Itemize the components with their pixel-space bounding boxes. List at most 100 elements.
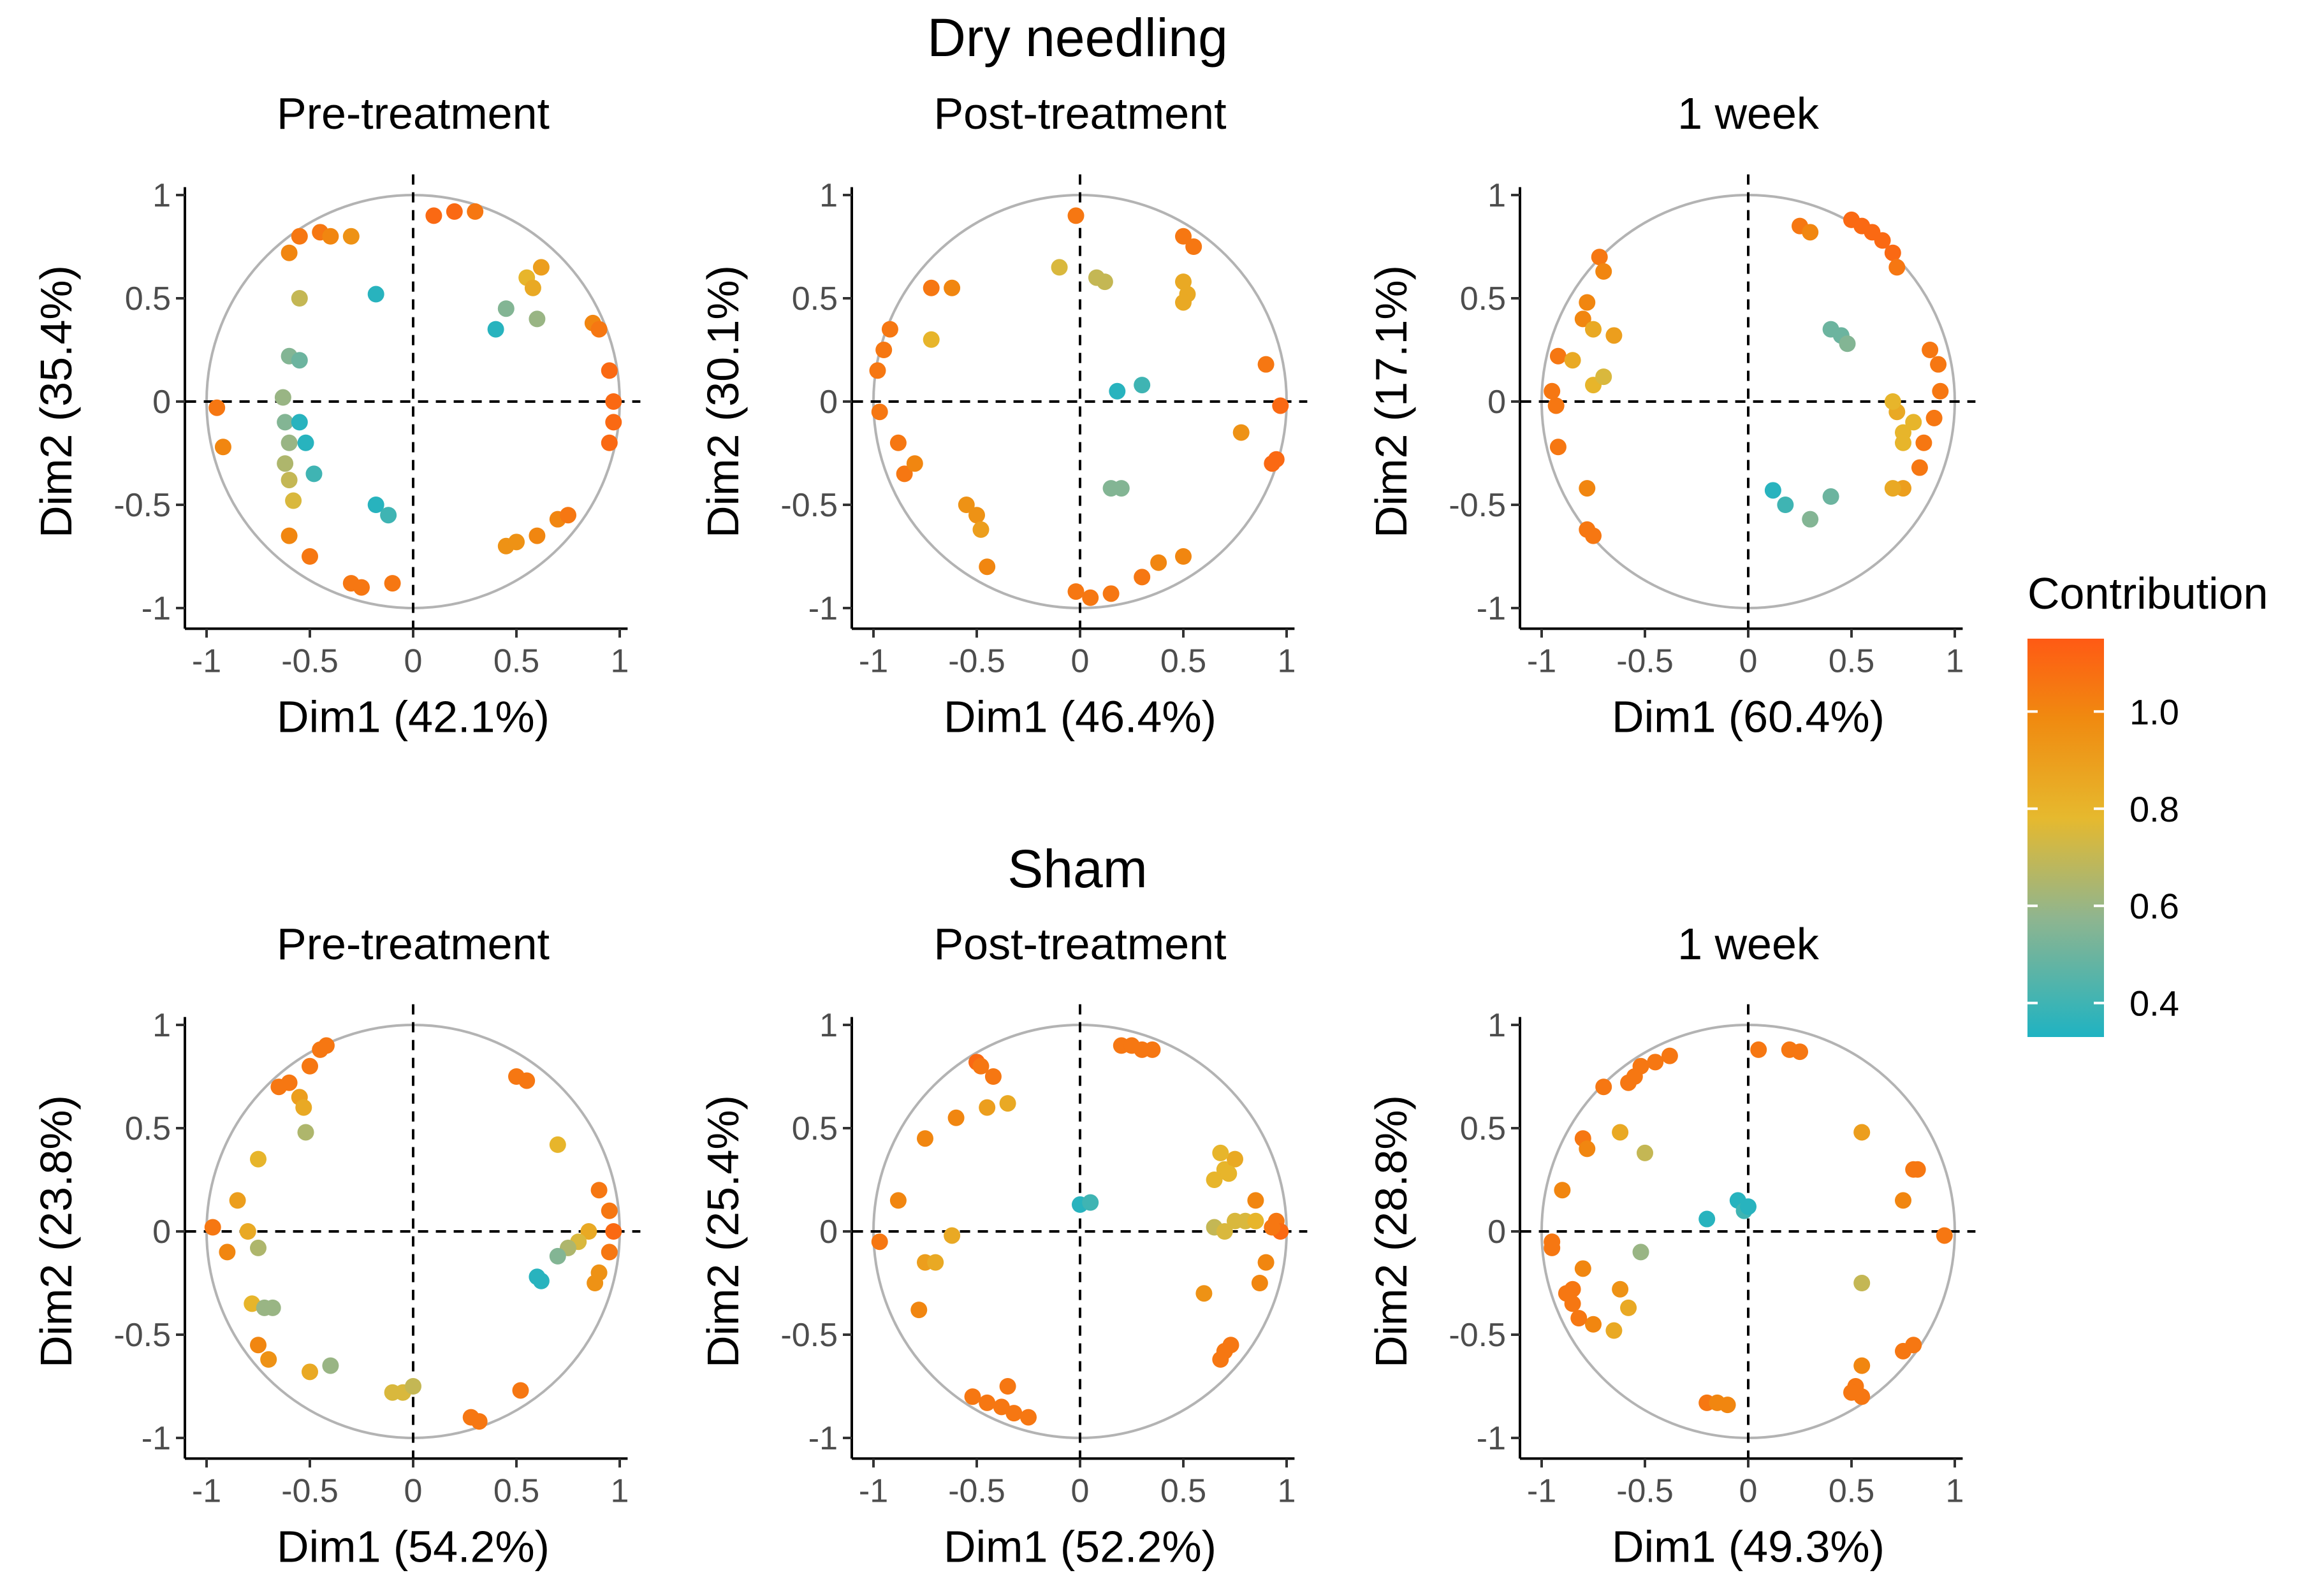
data-point xyxy=(1216,1223,1233,1240)
panel-sham-post-treatment: Post-treatment -1 -1 -0.5 -0.5 0 0 0.5 0.5 1 1 Dim1… xyxy=(698,919,1308,1571)
x-tick-label: 0 xyxy=(404,642,423,679)
panel-dry-needling-1-week: 1 week -1 -1 -0.5 -0.5 0 0 0.5 0.5 1 1 Dim1 (60.4%)… xyxy=(1366,89,1976,741)
data-point xyxy=(944,1227,961,1244)
data-point xyxy=(302,1057,318,1075)
data-point xyxy=(993,1398,1010,1416)
data-point xyxy=(1620,1074,1637,1091)
data-point xyxy=(250,1337,267,1354)
data-point xyxy=(1570,1310,1588,1327)
x-tick-label: -0.5 xyxy=(281,642,339,679)
data-point xyxy=(999,1095,1016,1112)
data-point xyxy=(1750,1041,1767,1058)
y-tick-label: 1 xyxy=(1487,177,1506,214)
data-point xyxy=(1175,294,1192,311)
data-point xyxy=(1549,439,1567,456)
y-tick-label: 0.5 xyxy=(1460,280,1506,317)
data-point xyxy=(1909,1161,1926,1178)
data-point xyxy=(1206,1172,1223,1188)
data-point xyxy=(208,399,226,416)
data-point xyxy=(871,1233,888,1251)
x-tick-label: 0.5 xyxy=(493,1472,539,1509)
data-point xyxy=(1843,1384,1860,1401)
y-tick-label: 1 xyxy=(819,177,838,214)
data-point xyxy=(1554,1182,1571,1199)
x-tick-label: 1 xyxy=(611,1472,629,1509)
data-point xyxy=(1595,368,1612,386)
y-tick-label: 0.5 xyxy=(792,280,838,317)
data-point xyxy=(524,279,541,296)
data-point xyxy=(1930,356,1947,373)
data-point xyxy=(281,244,298,261)
x-tick-label: -1 xyxy=(859,642,888,679)
data-point xyxy=(322,1357,339,1374)
correlation-circle xyxy=(872,194,1288,609)
data-point xyxy=(1932,382,1949,400)
x-axis-title: Dim1 (49.3%) xyxy=(1612,1521,1885,1571)
data-point xyxy=(529,527,546,544)
data-point xyxy=(999,1378,1016,1395)
data-point xyxy=(342,228,360,245)
x-tick-label: -1 xyxy=(192,1472,221,1509)
data-point xyxy=(947,1109,965,1126)
y-tick-label: -1 xyxy=(142,1420,171,1457)
data-point xyxy=(881,321,898,338)
data-point xyxy=(1579,294,1596,311)
data-point xyxy=(281,1074,298,1091)
data-point xyxy=(471,1413,488,1430)
data-point xyxy=(1915,434,1932,451)
data-point xyxy=(906,455,923,472)
data-point xyxy=(1612,1124,1629,1141)
data-point xyxy=(1911,459,1928,476)
x-tick-label: -0.5 xyxy=(948,1472,1005,1509)
data-point xyxy=(250,1239,267,1256)
data-point xyxy=(601,434,618,451)
data-point xyxy=(1257,356,1275,373)
y-tick-label: -0.5 xyxy=(780,487,838,524)
y-tick-label: 0 xyxy=(152,1214,171,1251)
data-point xyxy=(367,497,384,513)
data-point xyxy=(1232,424,1250,441)
data-point xyxy=(1632,1244,1649,1261)
data-point xyxy=(318,1037,335,1054)
x-tick-label: 0.5 xyxy=(1160,1472,1206,1509)
data-point xyxy=(972,521,990,538)
y-tick-label: 0 xyxy=(819,384,838,421)
data-point xyxy=(260,1351,277,1368)
y-axis-title: Dim2 (30.1%) xyxy=(698,265,748,538)
data-point xyxy=(601,1202,618,1219)
data-point xyxy=(1113,480,1130,497)
x-tick-label: 1 xyxy=(1946,1472,1964,1509)
legend-tick-label: 0.8 xyxy=(2129,789,2179,829)
data-point xyxy=(277,414,294,431)
y-tick-label: 1 xyxy=(1487,1007,1506,1044)
data-point xyxy=(1591,249,1608,266)
data-point xyxy=(979,1099,996,1116)
y-tick-label: -0.5 xyxy=(780,1317,838,1354)
data-point xyxy=(580,1223,597,1240)
data-point xyxy=(1585,1316,1602,1333)
data-point xyxy=(605,414,622,431)
data-point xyxy=(204,1219,221,1236)
data-point xyxy=(869,362,886,379)
data-point xyxy=(972,1057,990,1075)
data-point xyxy=(384,575,401,592)
data-point xyxy=(871,403,888,421)
legend-tick-label: 0.4 xyxy=(2129,983,2179,1024)
data-point xyxy=(1884,244,1901,261)
data-point xyxy=(1272,397,1289,414)
data-point xyxy=(532,1272,550,1289)
panel-dry-needling-pre-treatment: Pre-treatment -1 -1 -0.5 -0.5 0 0 0.5 0.5 1 1 Dim1 … xyxy=(31,89,641,741)
data-point xyxy=(1595,1078,1612,1096)
data-point xyxy=(1212,1144,1229,1161)
data-point xyxy=(497,300,515,317)
data-point xyxy=(1257,1254,1275,1271)
y-axis-title: Dim2 (35.4%) xyxy=(31,265,81,538)
data-point xyxy=(1247,1192,1264,1209)
data-point xyxy=(1661,1047,1678,1064)
data-point xyxy=(281,472,298,489)
y-tick-label: 0 xyxy=(1487,1214,1506,1251)
data-point xyxy=(295,1099,312,1116)
colorbar-legend: Contribution 1.0 0.8 0.6 0.4 xyxy=(2027,569,2268,1037)
data-point xyxy=(1853,1275,1871,1291)
y-tick-label: -1 xyxy=(808,1420,838,1457)
